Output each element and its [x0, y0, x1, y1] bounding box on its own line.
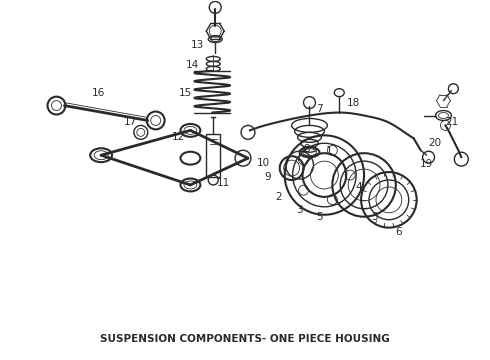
Text: 3: 3 — [296, 205, 303, 215]
Text: 5: 5 — [316, 212, 323, 222]
Text: 20: 20 — [428, 138, 441, 148]
Text: 19: 19 — [420, 159, 433, 169]
Text: 21: 21 — [445, 117, 458, 127]
Text: 2: 2 — [275, 192, 282, 202]
Text: SUSPENSION COMPONENTS- ONE PIECE HOUSING: SUSPENSION COMPONENTS- ONE PIECE HOUSING — [100, 334, 390, 344]
Text: 3: 3 — [370, 212, 377, 222]
Text: 6: 6 — [395, 226, 402, 237]
Text: 15: 15 — [179, 88, 192, 98]
Text: 13: 13 — [191, 40, 204, 50]
Text: 4: 4 — [356, 182, 363, 192]
Text: 1: 1 — [326, 146, 333, 156]
Text: 16: 16 — [92, 88, 105, 98]
Text: 9: 9 — [265, 172, 271, 182]
Text: 11: 11 — [217, 178, 230, 188]
Text: 10: 10 — [257, 158, 270, 168]
Text: 12: 12 — [172, 132, 185, 142]
Bar — [206, 134, 220, 177]
Text: 8: 8 — [303, 144, 310, 154]
Text: 18: 18 — [346, 98, 360, 108]
Text: 17: 17 — [124, 117, 138, 127]
Text: 7: 7 — [316, 104, 323, 113]
Text: 14: 14 — [186, 60, 199, 70]
